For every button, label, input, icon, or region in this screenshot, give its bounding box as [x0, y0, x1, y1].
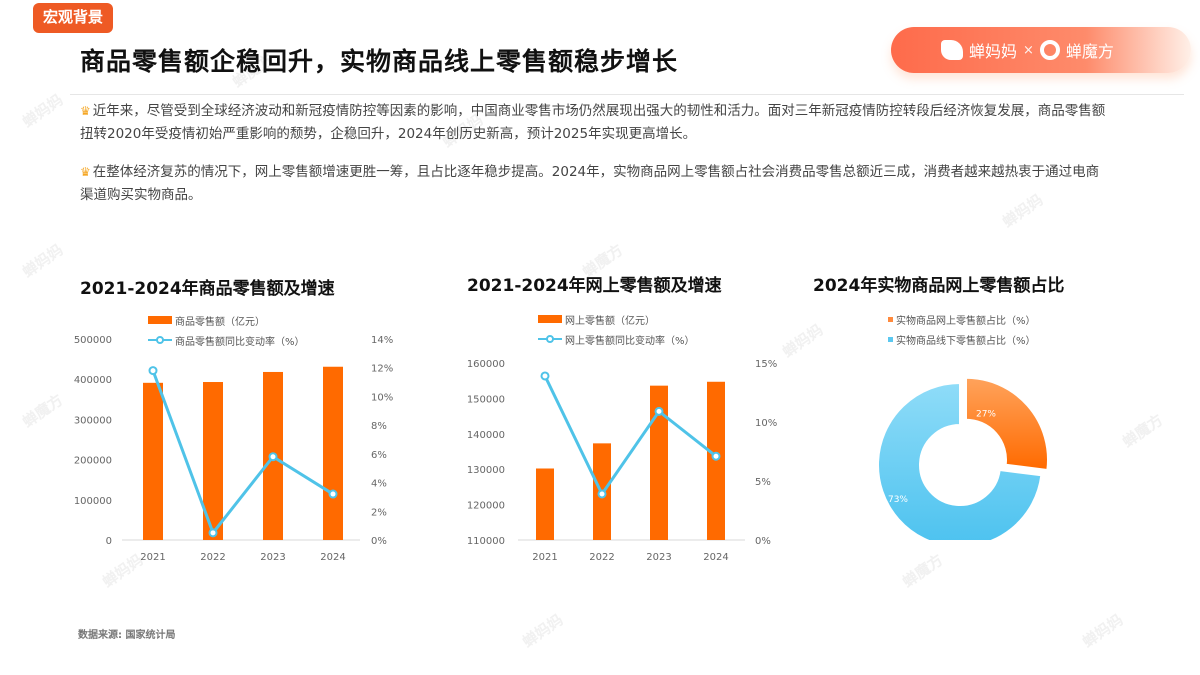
header-divider	[70, 94, 1184, 95]
line-point	[654, 406, 664, 416]
left-axis-tick: 120000	[467, 501, 505, 512]
offline-share-slice	[877, 381, 1043, 540]
crown-icon: ♛	[80, 104, 91, 118]
chart1-plot: 0 100000 200000 300000 400000 500000 0% 2% 4% 6% 8…	[74, 335, 393, 563]
brand-banner: 蝉妈妈 × 蝉魔方	[891, 27, 1191, 73]
legend-label: 网上零售额同比变动率（%）	[565, 335, 695, 347]
crown-icon: ♛	[80, 165, 91, 179]
x-axis-tick: 2024	[320, 552, 345, 563]
right-axis-tick: 6%	[371, 450, 387, 461]
line-point	[268, 452, 278, 462]
slice-label: 27%	[976, 410, 996, 420]
right-axis-tick: 10%	[371, 392, 393, 403]
x-axis-tick: 2021	[140, 552, 165, 563]
bar	[143, 382, 163, 540]
legend-item: 网上零售额同比变动率（%）	[538, 329, 695, 349]
bar	[203, 382, 223, 540]
section-tag: 宏观背景	[33, 3, 114, 33]
legend-label: 实物商品网上零售额占比（%）	[896, 315, 1036, 327]
online-swatch-icon	[888, 316, 893, 322]
right-axis-tick: 5%	[755, 477, 771, 488]
line-point	[208, 528, 218, 538]
chanmofang-logo-icon	[1039, 40, 1060, 60]
legend-label: 商品零售额同比变动率（%）	[175, 336, 305, 348]
line-point	[711, 451, 721, 461]
bar	[650, 385, 668, 540]
x-axis-tick: 2022	[589, 552, 614, 563]
bar-swatch-icon	[148, 316, 172, 324]
growth-line	[151, 370, 334, 536]
line-point	[597, 489, 607, 499]
line-point	[540, 371, 550, 381]
line-point	[328, 489, 338, 499]
brand-right: 蝉魔方	[1065, 42, 1114, 61]
chart2-legend: 网上零售额（亿元） 网上零售额同比变动率（%）	[538, 309, 695, 349]
right-axis-tick: 10%	[755, 418, 777, 429]
legend-label: 实物商品线下零售额占比（%）	[896, 335, 1036, 347]
chart3-legend: 实物商品网上零售额占比（%） 实物商品线下零售额占比（%）	[888, 309, 1036, 349]
left-axis-tick: 150000	[467, 394, 505, 405]
paragraph-2-text: 在整体经济复苏的情况下，网上零售额增速更胜一筹，且占比逐年稳步提高。2024年，…	[80, 164, 1100, 203]
data-source: 数据来源: 国家统计局	[78, 630, 176, 641]
x-axis-tick: 2021	[532, 552, 557, 563]
legend-label: 商品零售额（亿元）	[175, 316, 265, 328]
right-axis-tick: 0%	[755, 536, 771, 547]
left-axis-tick: 300000	[74, 415, 112, 426]
left-axis-tick: 110000	[467, 536, 505, 547]
line-point	[148, 366, 158, 376]
page-title: 商品零售额企稳回升，实物商品线上零售额稳步增长	[80, 47, 679, 76]
bar	[323, 366, 343, 540]
paragraph-2: ♛ 在整体经济复苏的情况下，网上零售额增速更胜一筹，且占比逐年稳步提高。2024年…	[80, 161, 1110, 207]
x-axis-tick: 2023	[646, 552, 671, 563]
left-axis-tick: 140000	[467, 430, 505, 441]
right-axis-tick: 15%	[755, 359, 777, 370]
offline-swatch-icon	[888, 336, 893, 342]
bar	[536, 468, 554, 540]
growth-line	[543, 375, 717, 497]
legend-item: 商品零售额同比变动率（%）	[148, 330, 305, 350]
bar	[707, 381, 725, 540]
brand-left: 蝉妈妈	[969, 42, 1018, 61]
chart1-title: 2021-2024年商品零售额及增速	[80, 279, 335, 299]
right-axis-tick: 4%	[371, 479, 387, 490]
legend-item: 实物商品网上零售额占比（%）	[888, 309, 1036, 329]
paragraph-1: ♛ 近年来，尽管受到全球经济波动和新冠疫情防控等因素的影响，中国商业零售市场仍然展…	[80, 100, 1110, 146]
left-axis-tick: 0	[106, 536, 112, 547]
chart3-title: 2024年实物商品网上零售额占比	[813, 276, 1065, 296]
chart3-donut: 27% 73%	[877, 376, 1049, 540]
bar-swatch-icon	[538, 315, 562, 323]
left-axis-tick: 130000	[467, 465, 505, 476]
left-axis-tick: 100000	[74, 496, 112, 507]
online-share-slice	[965, 376, 1049, 472]
line-swatch-icon	[148, 336, 172, 344]
right-axis-tick: 8%	[371, 421, 387, 432]
chart2-title: 2021-2024年网上零售额及增速	[467, 276, 722, 296]
right-axis-tick: 2%	[371, 507, 387, 518]
slice-label: 73%	[888, 495, 908, 505]
legend-item: 商品零售额（亿元）	[148, 310, 305, 330]
chart2-plot: 110000 120000 130000 140000 150000 160000 0% 5%…	[467, 359, 777, 563]
paragraph-1-text: 近年来，尽管受到全球经济波动和新冠疫情防控等因素的影响，中国商业零售市场仍然展现…	[80, 103, 1106, 142]
legend-label: 网上零售额（亿元）	[565, 315, 655, 327]
right-axis-tick: 12%	[371, 364, 393, 375]
x-axis-tick: 2024	[703, 552, 728, 563]
chanmama-logo-icon	[941, 40, 963, 60]
left-axis-tick: 160000	[467, 359, 505, 370]
x-axis-tick: 2023	[260, 552, 285, 563]
right-axis-tick: 14%	[371, 335, 393, 346]
brand-separator: ×	[1023, 42, 1034, 58]
right-axis-tick: 0%	[371, 536, 387, 547]
left-axis-tick: 500000	[74, 335, 112, 346]
left-axis-tick: 400000	[74, 375, 112, 386]
left-axis-tick: 200000	[74, 456, 112, 467]
chart1-legend: 商品零售额（亿元） 商品零售额同比变动率（%）	[148, 310, 305, 350]
x-axis-tick: 2022	[200, 552, 225, 563]
legend-item: 网上零售额（亿元）	[538, 309, 695, 329]
line-swatch-icon	[538, 335, 562, 343]
legend-item: 实物商品线下零售额占比（%）	[888, 329, 1036, 349]
